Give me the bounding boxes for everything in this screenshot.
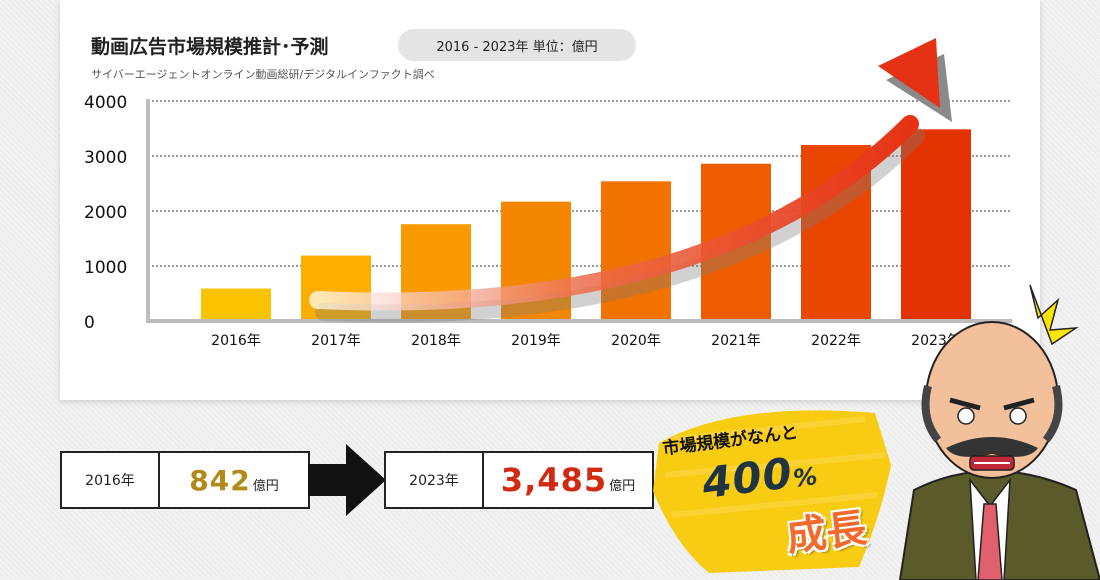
burst-background-icon — [653, 410, 891, 573]
bar — [201, 288, 271, 319]
right-arrow-icon — [308, 444, 386, 516]
bar — [901, 129, 971, 319]
comparison-from-year: 2016年 — [62, 453, 160, 507]
comparison-to-value: 3,485 — [500, 461, 608, 499]
x-tick-label: 2020年 — [611, 333, 661, 349]
comparison-from-value: 842 — [189, 463, 251, 497]
y-tick-label: 1000 — [84, 258, 127, 278]
axis-lines — [146, 99, 1012, 323]
x-tick-label: 2018年 — [411, 333, 461, 349]
x-tick-label: 2016年 — [211, 333, 261, 349]
x-tick-label: 2022年 — [811, 333, 861, 349]
y-tick-label: 2000 — [84, 203, 127, 223]
chart-title: 動画広告市場規模推計･予測 — [91, 36, 329, 58]
period-unit-badge: 2016 - 2023年 単位：億円 — [398, 29, 636, 61]
comparison-2023-box: 2023年 3,485 億円 — [384, 451, 654, 509]
trend-arrow-shaft — [309, 115, 919, 311]
comparison-to-year: 2023年 — [386, 453, 484, 507]
bar-chart: 0 1000 2000 3000 4000 2016年 2017年 2018年 2019年 202… — [84, 38, 1012, 349]
comparison-from-unit: 億円 — [252, 478, 279, 494]
y-tick-label: 3000 — [84, 148, 127, 168]
trend-arrow-head — [878, 38, 940, 108]
trend-arrow-shadow — [315, 127, 925, 323]
comparison-2016-box: 2016年 842 億円 — [60, 451, 310, 509]
surprised-businessman-icon — [898, 284, 1100, 580]
callout-percent-sign: % — [791, 462, 820, 493]
x-tick-label: 2019年 — [511, 333, 561, 349]
y-tick-label: 0 — [84, 313, 95, 333]
comparison-to-unit: 億円 — [609, 478, 636, 494]
callout-growth: 成長 — [783, 505, 869, 561]
chart-card: 動画広告市場規模推計･予測 2016 - 2023年 単位：億円 サイバーエージ… — [60, 0, 1040, 400]
x-tick-label: 2017年 — [311, 333, 361, 349]
comparison-from-value-cell: 842 億円 — [160, 453, 308, 507]
y-tick-label: 4000 — [84, 93, 127, 113]
comparison-to-value-cell: 3,485 億円 — [484, 453, 652, 507]
x-tick-label: 2021年 — [711, 333, 761, 349]
bar — [601, 181, 671, 319]
chart-source: サイバーエージェントオンライン動画総研/デジタルインファクト調べ — [91, 68, 435, 81]
